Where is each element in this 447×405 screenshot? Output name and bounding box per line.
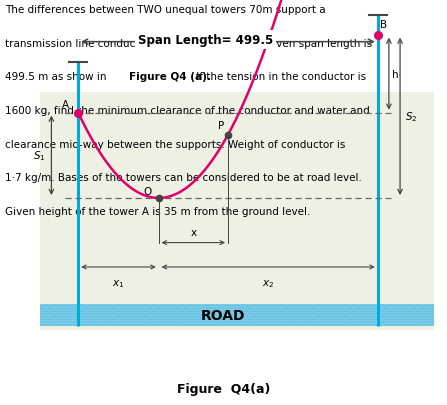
Bar <box>40 93 434 330</box>
Text: 1·7 kg/m. Bases of the towers can be considered to be at road level.: 1·7 kg/m. Bases of the towers can be con… <box>5 173 362 183</box>
Text: Figure  Q4(a): Figure Q4(a) <box>177 382 270 395</box>
Text: $S_1$: $S_1$ <box>34 149 46 163</box>
Text: B: B <box>380 19 387 30</box>
Text: ROAD: ROAD <box>201 308 246 322</box>
Text: Figure Q4 (a).: Figure Q4 (a). <box>129 72 211 82</box>
Text: $S_2$: $S_2$ <box>405 110 418 124</box>
Text: O: O <box>144 186 152 196</box>
Text: If the tension in the conductor is: If the tension in the conductor is <box>193 72 366 82</box>
Text: The differences between TWO unequal towers 70m support a: The differences between TWO unequal towe… <box>5 5 326 15</box>
Text: A: A <box>62 99 69 109</box>
Text: Given height of the tower A is 35 m from the ground level.: Given height of the tower A is 35 m from… <box>5 207 311 217</box>
Text: Span Length= 499.5: Span Length= 499.5 <box>138 34 273 47</box>
Bar <box>40 304 434 326</box>
Text: $x_2$: $x_2$ <box>262 277 274 289</box>
Text: x: x <box>190 227 196 237</box>
Text: 499.5 m as show in: 499.5 m as show in <box>5 72 110 82</box>
Text: transmission line conductor at road crossing. The given span length is: transmission line conductor at road cros… <box>5 38 372 49</box>
Text: h: h <box>392 70 399 79</box>
Text: 1600 kg, find the minimum clearance of the conductor and water and: 1600 kg, find the minimum clearance of t… <box>5 106 370 116</box>
Text: P: P <box>218 121 224 130</box>
Text: $x_1$: $x_1$ <box>112 277 125 289</box>
Text: clearance mid-way between the supports. Weight of conductor is: clearance mid-way between the supports. … <box>5 139 346 149</box>
Bar <box>40 304 434 326</box>
